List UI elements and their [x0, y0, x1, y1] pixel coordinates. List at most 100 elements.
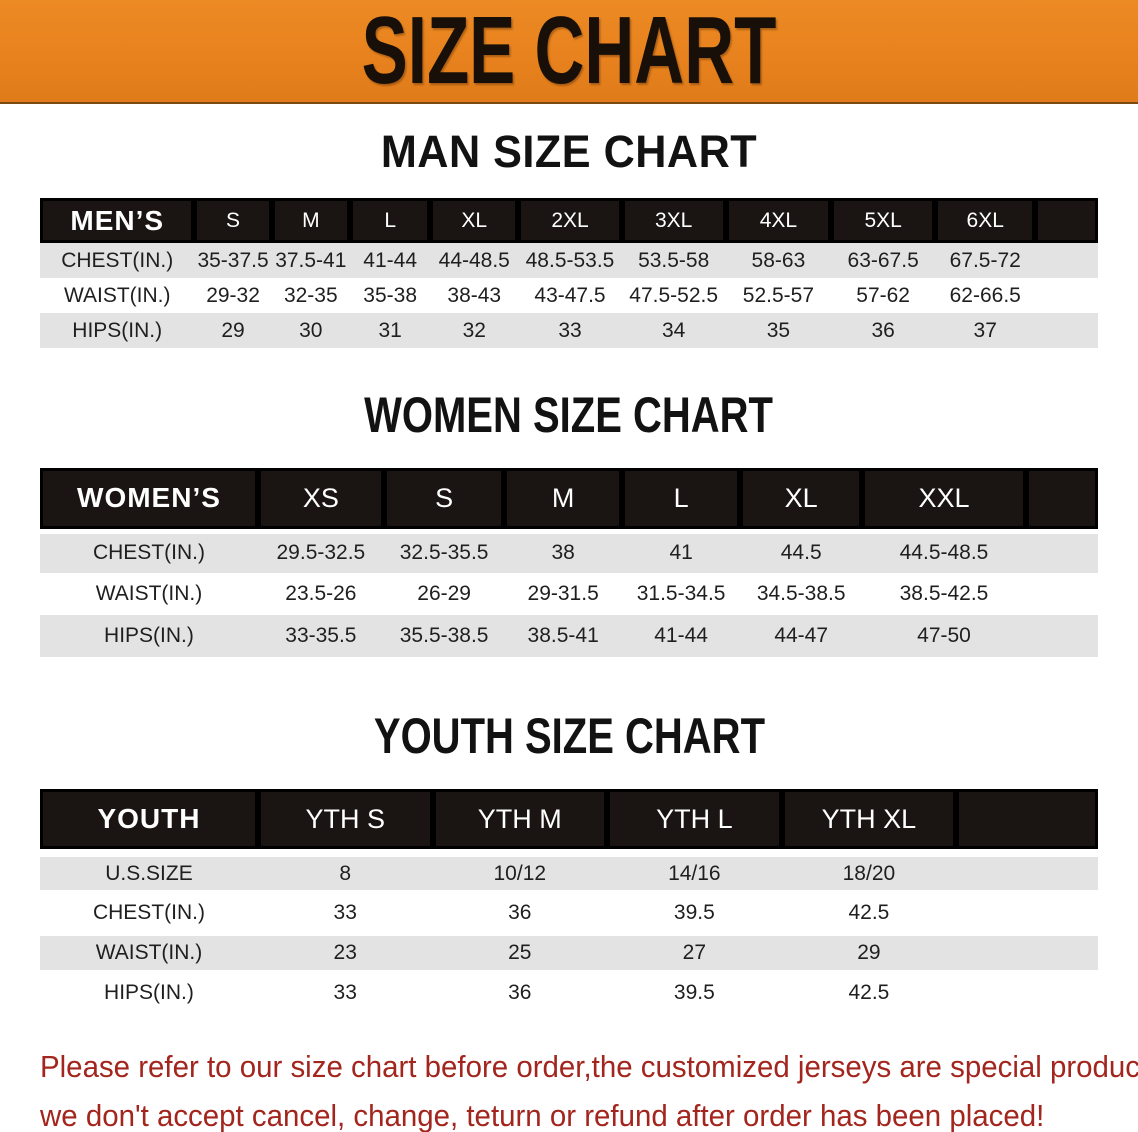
youth-ussize-row: U.S.SIZE 8 10/12 14/16 18/20	[40, 849, 1098, 896]
youth-ussize-value: 18/20	[781, 849, 957, 896]
men-hips-value: 33	[518, 313, 622, 348]
men-waist-value: 43-47.5	[534, 283, 606, 307]
women-hips-value: 35.5-38.5	[383, 615, 505, 657]
men-size-column-5xl: 5XL	[831, 198, 935, 243]
youth-hips-row: HIPS(IN.) 33 36 39.5 42.5	[40, 973, 1098, 1016]
men-size-column-l: L	[349, 198, 431, 243]
youth-header-row: YOUTH YTH S YTH M YTH L YTH XL	[40, 789, 1098, 853]
spacer-cell	[1035, 243, 1098, 278]
women-heading-text: WOMEN SIZE CHART	[364, 387, 774, 443]
youth-hips-value: 39.5	[607, 973, 782, 1016]
men-chest-row: CHEST(IN.) 35-37.5 37.5-41 41-44 44-48.5…	[40, 243, 1098, 278]
women-waist-value: 23.5-26	[285, 582, 357, 605]
women-group-label: WOMEN’S	[40, 468, 258, 531]
youth-waist-value: 23	[257, 933, 433, 976]
youth-size-column-m: YTH M	[432, 789, 608, 853]
youth-heading-text: YOUTH SIZE CHART	[373, 708, 765, 764]
men-chest-value: 53.5-58	[621, 243, 726, 278]
women-hips-value: 41-44	[621, 615, 741, 657]
youth-waist-value: 29	[781, 933, 957, 976]
men-chest-value: 58-63	[725, 243, 832, 278]
women-chest-value: 44.5-48.5	[862, 528, 1026, 573]
spacer-cell	[1026, 528, 1098, 573]
women-chest-value: 29.5-32.5	[257, 528, 384, 573]
men-waist-value: 35-38	[363, 283, 418, 307]
men-waist-value: 52.5-57	[742, 283, 815, 307]
youth-size-column-xl: YTH XL	[781, 789, 957, 853]
youth-hips-value: 42.5	[781, 973, 957, 1016]
men-hips-value: 29	[194, 313, 272, 348]
women-hips-value: 47-50	[862, 615, 1026, 657]
spacer-cell	[1035, 278, 1098, 313]
men-hips-value: 30	[271, 313, 350, 348]
men-chest-value: 44-48.5	[430, 243, 519, 278]
spacer-cell	[956, 893, 1098, 936]
women-chest-value: 38	[504, 528, 622, 573]
men-waist-value: 38-43	[447, 283, 502, 307]
spacer-cell	[1035, 313, 1098, 348]
men-size-column-2xl: 2XL	[518, 198, 622, 243]
men-chest-value: 37.5-41	[271, 243, 350, 278]
youth-ussize-value: 10/12	[432, 849, 608, 896]
youth-chest-value: 33	[257, 893, 433, 936]
row-label-waist: WAIST(IN.)	[40, 933, 258, 976]
women-chest-value: 32.5-35.5	[383, 528, 505, 573]
men-size-column-m: M	[271, 198, 350, 243]
women-hips-value: 44-47	[740, 615, 863, 657]
men-waist-row: WAIST(IN.) 29-32 32-35 35-38 38-43 43-47…	[40, 278, 1098, 313]
women-section-heading: WOMEN SIZE CHART	[0, 386, 1138, 444]
men-hips-value: 36	[831, 313, 935, 348]
men-hips-value: 37	[934, 313, 1036, 348]
women-waist-value: 38.5-42.5	[899, 582, 989, 605]
men-heading-text: MAN SIZE CHART	[380, 126, 758, 177]
youth-chest-value: 39.5	[607, 893, 782, 936]
youth-ussize-value: 8	[257, 849, 433, 896]
women-chest-value: 44.5	[740, 528, 863, 573]
spacer-cell	[956, 973, 1098, 1016]
women-waist-value: 29-31.5	[527, 582, 599, 605]
men-size-column-6xl: 6XL	[934, 198, 1036, 243]
women-size-column-xxl: XXL	[862, 468, 1026, 531]
order-disclaimer: Please refer to our size chart before or…	[40, 1042, 1138, 1132]
women-size-column-s: S	[383, 468, 505, 531]
men-size-column-4xl: 4XL	[725, 198, 832, 243]
men-size-column-xl: XL	[430, 198, 519, 243]
women-waist-value: 31.5-34.5	[636, 582, 726, 605]
banner-title: SIZE CHART	[361, 0, 777, 104]
women-header-spacer	[1026, 468, 1098, 531]
row-label-waist: WAIST(IN.)	[95, 582, 203, 605]
women-waist-row: WAIST(IN.) 23.5-26 26-29 29-31.5 31.5-34…	[40, 573, 1098, 615]
men-hips-value: 32	[430, 313, 519, 348]
row-label-chest: CHEST(IN.)	[40, 528, 258, 573]
men-chest-value: 48.5-53.5	[518, 243, 622, 278]
women-hips-row: HIPS(IN.) 33-35.5 35.5-38.5 38.5-41 41-4…	[40, 615, 1098, 657]
men-waist-value: 32-35	[283, 283, 338, 307]
youth-size-table: YOUTH YTH S YTH M YTH L YTH XL U.S.SIZE …	[40, 789, 1098, 1016]
women-hips-value: 33-35.5	[257, 615, 384, 657]
men-group-label: MEN’S	[40, 198, 195, 243]
row-label-us-size: U.S.SIZE	[40, 849, 258, 896]
youth-waist-value: 27	[607, 933, 782, 976]
men-waist-value: 47.5-52.5	[629, 283, 719, 307]
disclaimer-line-2: we don't accept cancel, change, teturn o…	[40, 1098, 1045, 1132]
men-waist-value: 57-62	[856, 283, 910, 307]
women-size-column-l: L	[621, 468, 741, 531]
men-chest-value: 41-44	[349, 243, 431, 278]
men-chest-value: 67.5-72	[934, 243, 1036, 278]
youth-waist-row: WAIST(IN.) 23 25 27 29	[40, 933, 1098, 976]
youth-group-label: YOUTH	[40, 789, 258, 853]
row-label-chest: CHEST(IN.)	[40, 893, 258, 936]
women-size-column-xs: XS	[257, 468, 384, 531]
spacer-cell	[1026, 615, 1098, 657]
women-size-table: WOMEN’S XS S M L XL XXL CHEST(IN.) 29.5-…	[40, 468, 1098, 657]
youth-hips-value: 33	[257, 973, 433, 1016]
youth-header-spacer	[956, 789, 1098, 853]
spacer-cell	[956, 933, 1098, 976]
youth-section-heading: YOUTH SIZE CHART	[0, 707, 1138, 765]
youth-waist-value: 25	[432, 933, 608, 976]
women-hips-value: 38.5-41	[504, 615, 622, 657]
spacer-cell	[956, 849, 1098, 896]
men-size-column-3xl: 3XL	[621, 198, 726, 243]
men-chest-value: 35-37.5	[194, 243, 272, 278]
youth-chest-value: 36	[432, 893, 608, 936]
